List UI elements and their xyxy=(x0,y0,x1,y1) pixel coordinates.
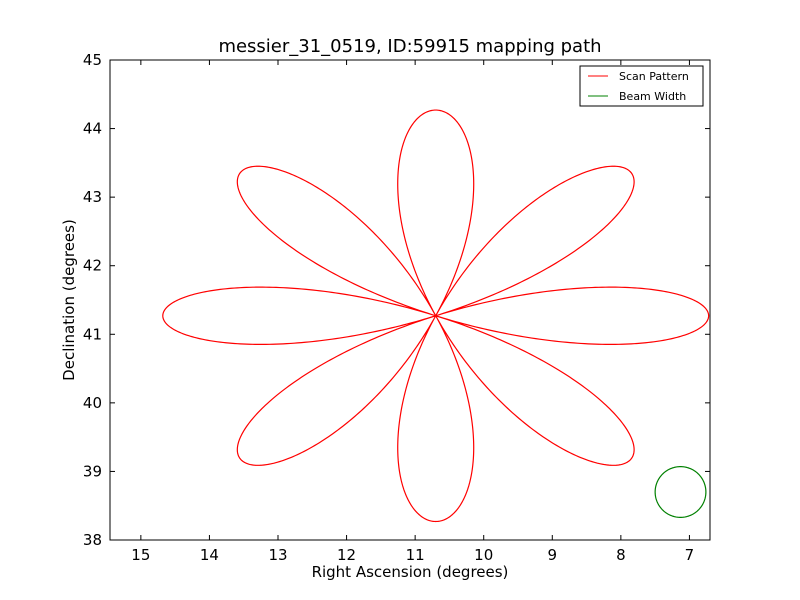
legend-box xyxy=(579,65,704,107)
scan-pattern-line xyxy=(162,109,710,523)
axes-frame xyxy=(109,59,711,541)
x-tick-label: 11 xyxy=(406,546,425,564)
x-tick-label: 15 xyxy=(131,546,150,564)
legend: Scan Pattern Beam Width xyxy=(579,65,704,107)
y-tick-label: 38 xyxy=(83,531,102,549)
chart-title: messier_31_0519, ID:59915 mapping path xyxy=(218,36,601,57)
y-tick-label: 39 xyxy=(83,462,102,480)
y-tick-label: 45 xyxy=(83,51,102,69)
plot-area: 15 14 13 12 11 10 9 8 7 38 39 40 41 42 43 44 45 xyxy=(83,51,711,564)
y-tick-label: 42 xyxy=(83,257,102,275)
x-tick-label: 13 xyxy=(268,546,287,564)
legend-label-scan-pattern: Scan Pattern xyxy=(619,70,689,83)
series-layer xyxy=(162,109,710,523)
beam-width-circle xyxy=(654,466,707,518)
y-tick-label: 40 xyxy=(83,394,102,412)
ticks-layer: 15 14 13 12 11 10 9 8 7 38 39 40 41 42 43 44 45 xyxy=(83,51,710,564)
legend-label-beam-width: Beam Width xyxy=(619,90,686,103)
x-tick-label: 10 xyxy=(474,546,493,564)
axes-background xyxy=(110,60,710,540)
x-axis-label: Right Ascension (degrees) xyxy=(312,563,509,581)
y-tick-label: 44 xyxy=(83,120,102,138)
x-tick-label: 14 xyxy=(200,546,219,564)
y-tick-label: 43 xyxy=(83,188,102,206)
x-tick-label: 7 xyxy=(685,546,695,564)
y-tick-label: 41 xyxy=(83,325,102,343)
y-axis-label: Declination (degrees) xyxy=(60,219,78,381)
x-tick-label: 9 xyxy=(548,546,558,564)
x-tick-label: 8 xyxy=(616,546,626,564)
x-tick-label: 12 xyxy=(337,546,356,564)
